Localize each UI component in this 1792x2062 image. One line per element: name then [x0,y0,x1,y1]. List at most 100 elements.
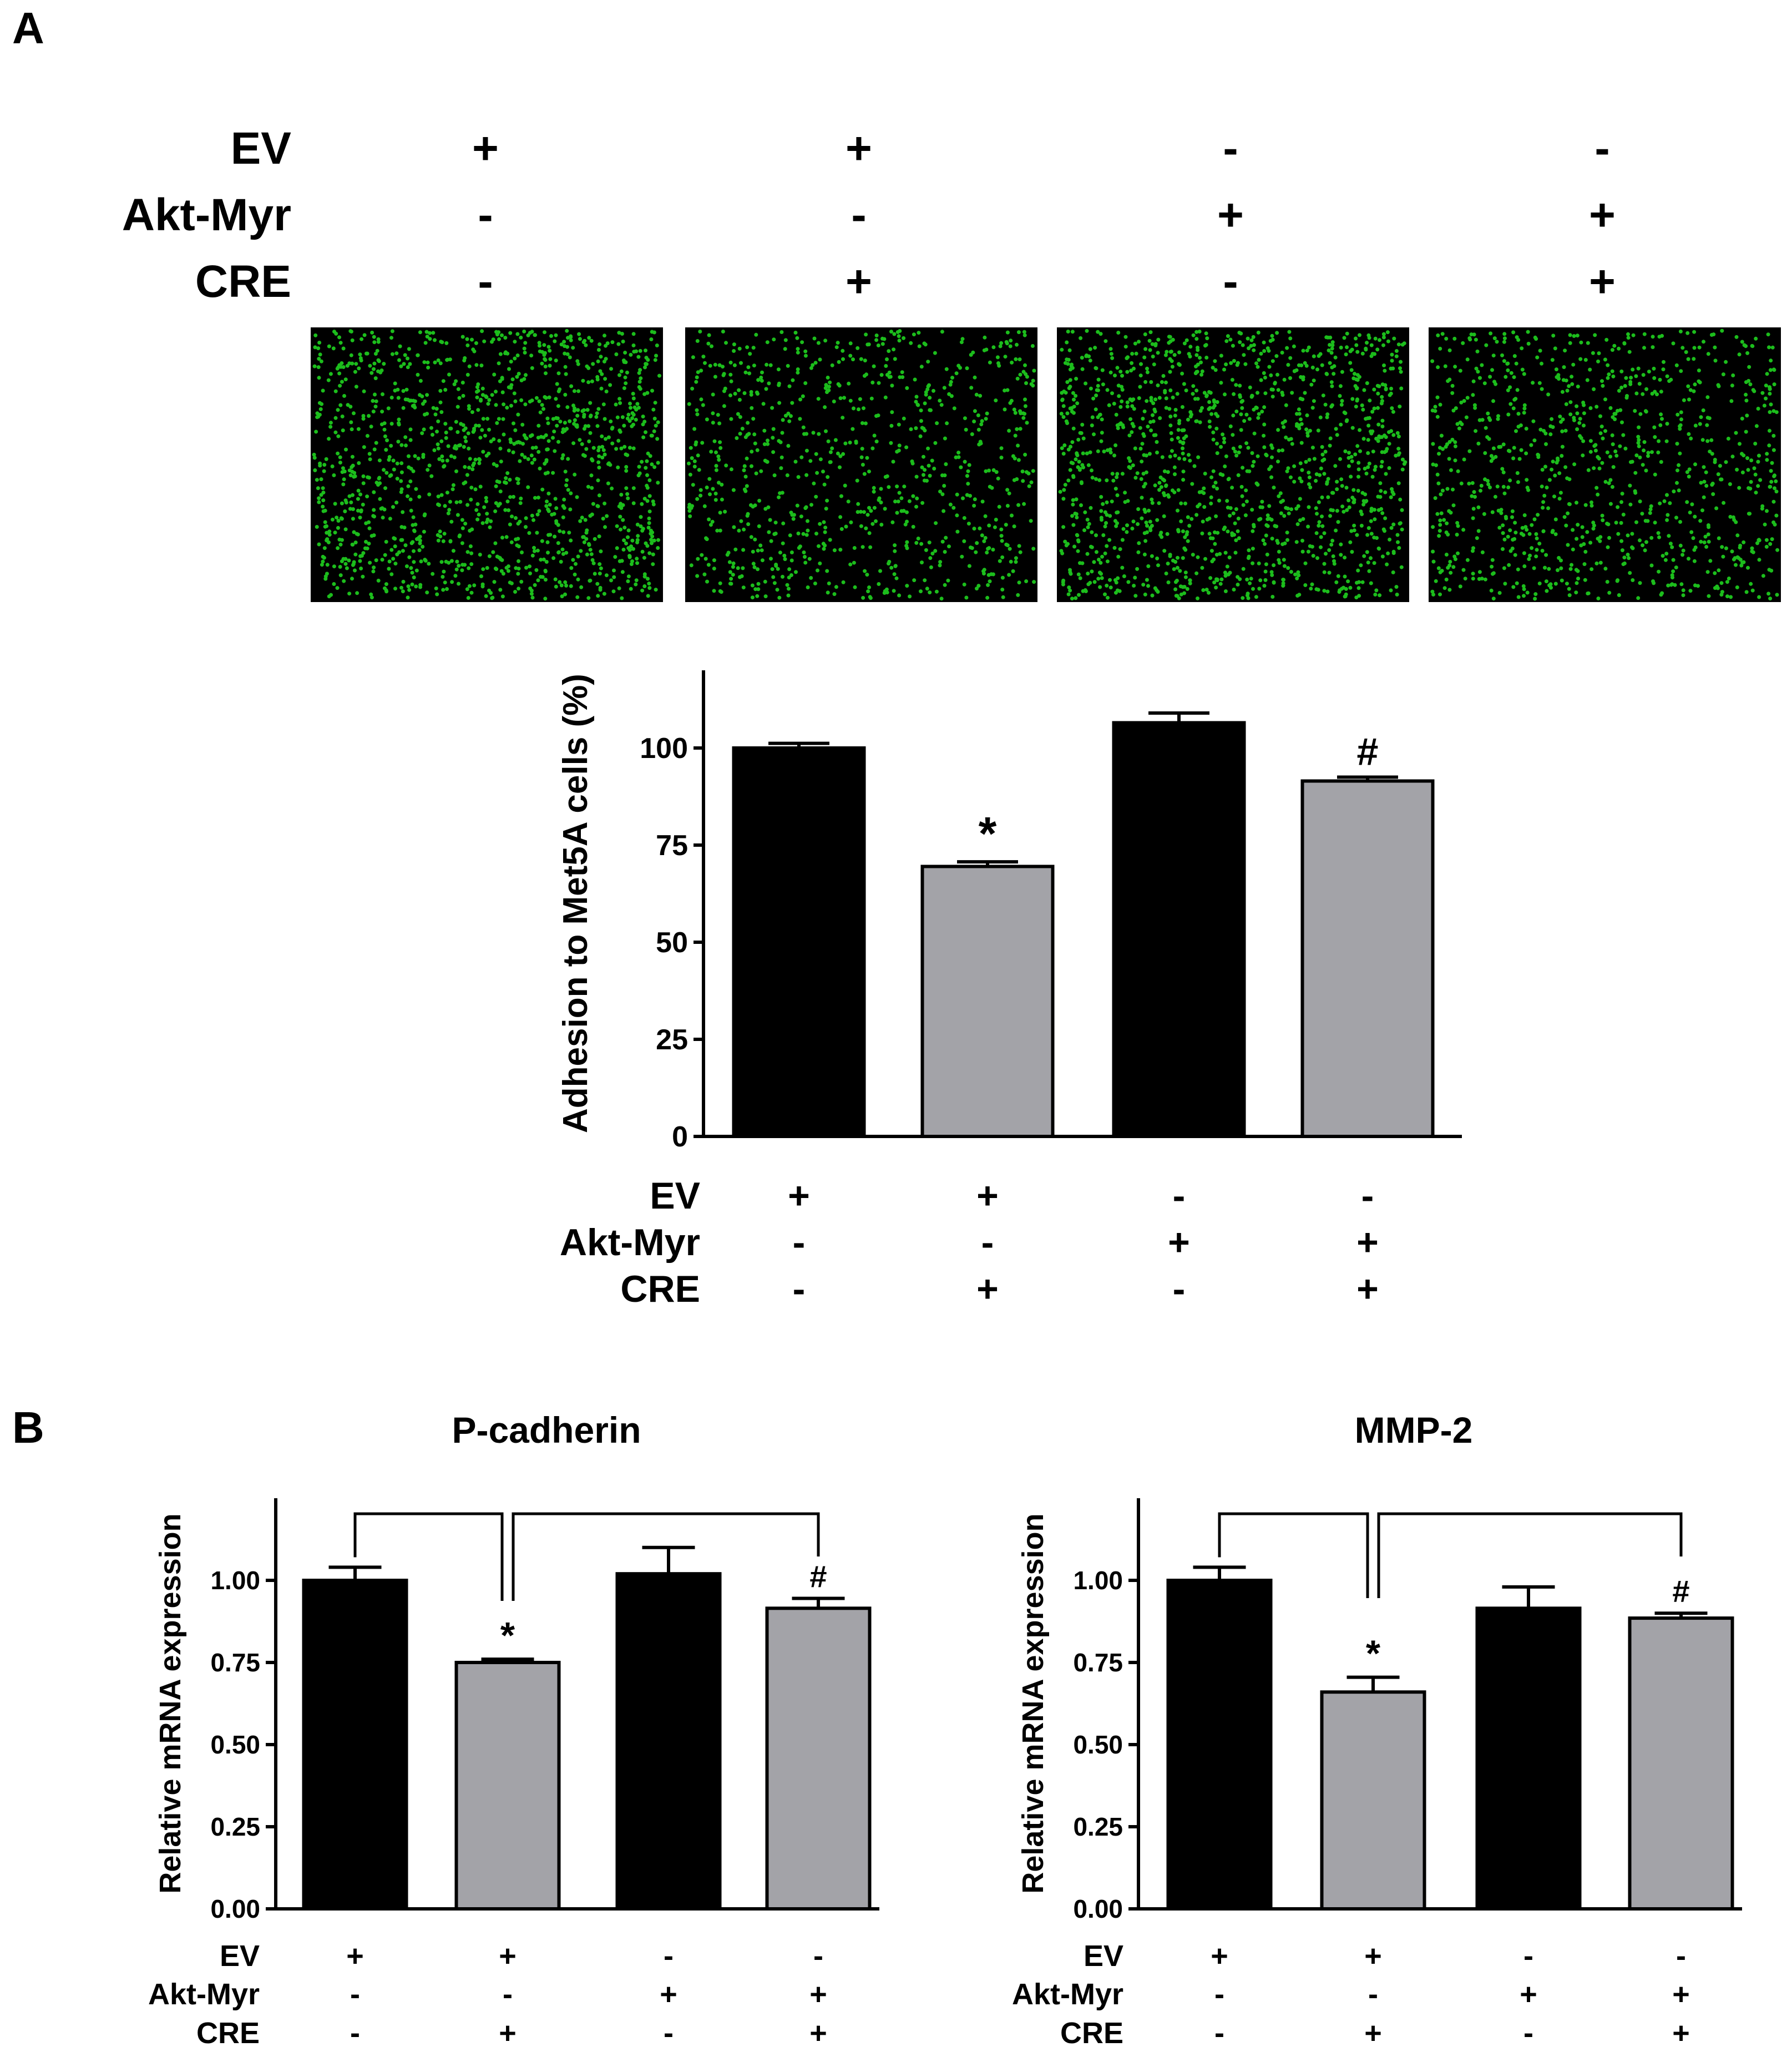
significance-hash: # [809,1559,827,1594]
condition-sign-akt-myr-3: + [1520,1978,1537,2011]
bar-4 [1628,1616,1734,1911]
condition-label-ev: EV [220,1939,260,1973]
micrograph-4 [1429,327,1781,602]
bar-3 [1475,1606,1582,1911]
y-tick-label: 1.00 [210,1566,260,1595]
y-tick-label: 100 [640,732,688,765]
condition-sign-cre-1: - [350,2016,360,2050]
y-tick-label: 0 [672,1121,688,1153]
condition-sign-ev-4: - [1594,123,1609,174]
y-tick-label: 0.25 [210,1812,260,1841]
condition-sign-ev-1: + [1211,1939,1228,1973]
condition-sign-ev-3: - [664,1939,674,1973]
micrograph-2-cells [687,329,1036,601]
condition-sign-akt-myr-4: + [809,1978,827,2011]
condition-sign-akt-myr-1: - [793,1221,806,1264]
condition-sign-cre-3: - [664,2016,674,2050]
y-tick-label: 0.25 [1073,1812,1123,1841]
condition-sign-cre-2: + [846,256,872,307]
chart-title: P-cadherin [452,1409,641,1451]
bar-4 [1300,779,1435,1138]
chart-title: MMP-2 [1355,1409,1473,1451]
condition-sign-cre-3: - [1223,256,1238,307]
condition-sign-cre-1: - [478,256,493,307]
y-tick-label: 0.75 [210,1648,260,1677]
condition-sign-cre-4: + [1672,2016,1690,2050]
condition-label-akt-myr: Akt-Myr [1012,1978,1123,2011]
y-axis-label: Relative mRNA expression [154,1513,187,1893]
condition-label-ev: EV [650,1175,700,1217]
condition-label-akt-myr: Akt-Myr [560,1221,700,1264]
micrograph-3-cells [1058,328,1408,601]
condition-sign-cre-2: + [1364,2016,1382,2050]
condition-label-ev: EV [1084,1939,1123,1973]
comparison-bracket-1-2 [353,1512,504,1601]
condition-sign-ev-3: - [1173,1175,1186,1217]
y-tick-label: 0.50 [210,1730,260,1759]
bar-2 [454,1661,561,1911]
condition-sign-cre-1: - [793,1268,806,1310]
condition-sign-ev-1: + [346,1939,364,1973]
bar-3 [1112,721,1246,1138]
condition-sign-akt-myr-3: + [1217,190,1244,240]
condition-sign-akt-myr-2: - [851,190,866,240]
condition-sign-akt-myr-4: + [1356,1221,1379,1264]
y-tick-label: 50 [656,927,688,959]
micrograph-row [311,327,1781,602]
condition-sign-ev-3: - [1523,1939,1533,1973]
y-axis-label: Adhesion to Met5A cells (%) [556,674,595,1133]
y-tick-label: 0.50 [1073,1730,1123,1759]
condition-sign-cre-2: + [976,1268,999,1310]
micrograph-1 [311,327,663,602]
condition-sign-ev-2: + [846,123,872,174]
condition-sign-cre-4: + [809,2016,827,2050]
bar-2 [920,865,1055,1138]
condition-sign-akt-myr-2: - [1368,1978,1378,2011]
significance-hash: # [1357,730,1379,774]
condition-sign-ev-2: + [1364,1939,1382,1973]
condition-sign-akt-myr-4: + [1672,1978,1690,2011]
mmp-2-bar-chart: 0.00 0.25 0.50 0.75 1.00 Relative mRNA expres… [1012,1409,1742,2050]
y-tick-label: 25 [656,1024,688,1056]
condition-sign-ev-4: - [813,1939,823,1973]
significance-asterisk: * [979,807,997,860]
condition-sign-cre-4: + [1356,1268,1379,1310]
adhesion-bar-chart: 0 25 50 75 100 Adhesion to Met5A cells (%) * # E… [556,670,1462,1310]
bar-1 [302,1579,408,1911]
condition-label-akt-myr: Akt-Myr [122,190,291,240]
panel-a-label: A [12,3,44,53]
condition-label-akt-myr: Akt-Myr [148,1978,260,2011]
condition-sign-cre-3: - [1173,1268,1186,1310]
condition-sign-ev-2: + [499,1939,517,1973]
comparison-bracket-2-4 [1377,1512,1683,1598]
micrograph-1-cells [312,328,662,601]
significance-asterisk: * [500,1615,515,1656]
bar-1 [732,746,866,1138]
y-tick-label: 0.00 [210,1894,260,1923]
condition-sign-cre-3: - [1523,2016,1533,2050]
condition-sign-akt-myr-1: - [1214,1978,1224,2011]
bar-2 [1320,1690,1426,1911]
y-tick-label: 0.75 [1073,1648,1123,1677]
condition-sign-ev-1: + [472,123,499,174]
condition-label-cre: CRE [195,256,291,307]
y-axis-label: Relative mRNA expression [1016,1513,1050,1893]
panel-a-condition-table: EV + + - - Akt-Myr - - + + CRE - + - + [122,123,1616,307]
micrograph-3 [1057,327,1409,602]
condition-sign-akt-myr-3: + [660,1978,677,2011]
condition-sign-akt-myr-1: - [350,1978,360,2011]
condition-sign-akt-myr-2: - [503,1978,513,2011]
condition-sign-akt-myr-4: + [1589,190,1616,240]
condition-sign-cre-2: + [499,2016,517,2050]
y-tick-label: 0.00 [1073,1894,1123,1923]
condition-label-cre: CRE [196,2016,260,2050]
condition-sign-akt-myr-2: - [981,1221,994,1264]
bar-1 [1166,1579,1273,1911]
bar-3 [615,1572,722,1911]
condition-label-cre: CRE [1060,2016,1123,2050]
p-cadherin-bar-chart: 0.00 0.25 0.50 0.75 1.00 Relative mRNA expres… [148,1409,879,2050]
condition-label-cre: CRE [620,1268,700,1310]
bar-4 [765,1606,872,1911]
y-tick-label: 75 [656,830,688,862]
